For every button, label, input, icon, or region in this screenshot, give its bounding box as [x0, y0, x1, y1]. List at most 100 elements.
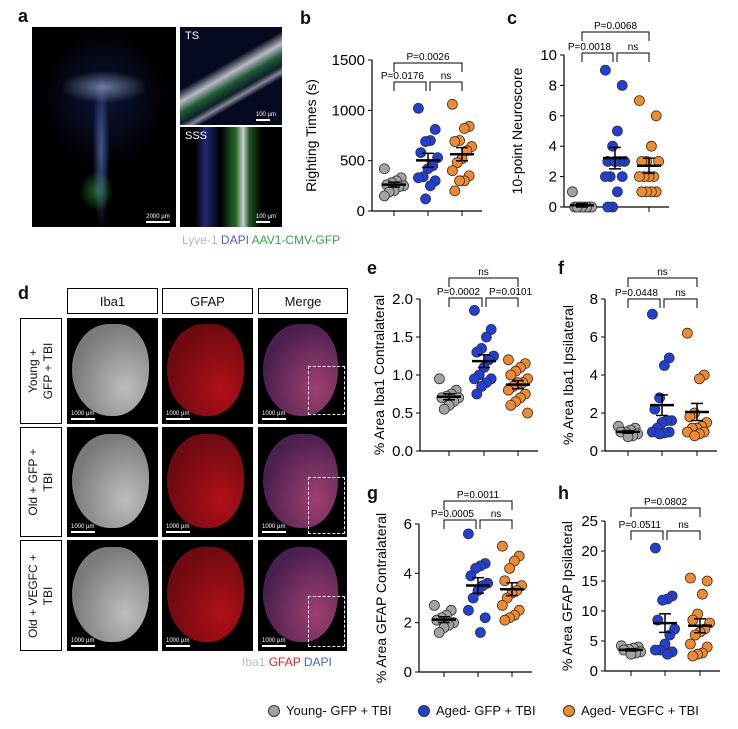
significance-bracket	[627, 298, 661, 308]
row-label-old-gfp: Old + GFP + TBI	[20, 427, 62, 537]
significance-label: P=0.0026	[406, 52, 450, 63]
significance-bracket	[485, 297, 519, 307]
y-tick-label: 8	[590, 291, 598, 308]
significance-bracket	[443, 519, 477, 529]
y-tick-label: 5	[590, 633, 598, 650]
data-point	[458, 123, 470, 134]
significance-bracket	[479, 519, 513, 529]
y-tick-label: 0	[549, 199, 557, 216]
y-tick-label: 4	[590, 367, 598, 384]
region-of-interest-box	[307, 365, 346, 416]
significance-label: P=0.0101	[489, 287, 533, 298]
panel-label-e: e	[367, 258, 378, 278]
scalebar: 1000 µm	[262, 638, 286, 647]
data-point	[471, 346, 483, 358]
meninges-whole-mount-image: 2000 µm	[32, 27, 176, 227]
significance-bracket	[663, 298, 698, 308]
data-point	[616, 171, 628, 183]
data-point	[433, 627, 445, 638]
data-point	[465, 570, 477, 582]
brain-section-iba1-row-3: 1000 µm	[67, 540, 158, 651]
column-header-iba1: Iba1	[67, 288, 158, 314]
scalebar: 1000 µm	[166, 638, 190, 647]
data-point	[505, 369, 517, 381]
data-point	[468, 304, 480, 316]
data-point	[499, 575, 511, 587]
data-point	[428, 600, 440, 611]
data-point	[502, 354, 514, 366]
ts-inset-image: TS 100 µm	[180, 27, 282, 125]
brain-section-merge-row-2: 1000 µm	[258, 427, 347, 537]
y-axis-label: % Area GFAP Ipsilateral	[559, 521, 575, 671]
data-point	[446, 98, 458, 110]
data-point	[647, 308, 658, 320]
data-point	[467, 592, 479, 604]
y-tick-label: 0.5	[392, 405, 413, 422]
data-point	[502, 384, 514, 396]
data-point	[420, 136, 432, 147]
scalebar: 1000 µm	[166, 411, 190, 420]
data-point	[634, 95, 645, 106]
significance-bracket	[393, 62, 463, 72]
inset-label-ts: TS	[185, 30, 200, 42]
scalebar: 1000 µm	[166, 524, 190, 533]
column-header-gfap: GFAP	[162, 288, 253, 314]
significance-label: ns	[675, 288, 686, 299]
significance-label: P=0.0176	[381, 71, 425, 82]
scalebar: 1000 µm	[71, 524, 95, 533]
brain-tissue	[263, 433, 339, 529]
data-point	[378, 190, 390, 202]
data-point	[433, 373, 445, 385]
data-point	[659, 360, 670, 371]
legend-swatch	[268, 704, 280, 717]
scalebar: 2000 µm	[146, 214, 170, 223]
data-point	[412, 172, 424, 184]
data-point	[479, 612, 491, 624]
y-tick-label: 0	[590, 663, 598, 680]
data-point	[682, 327, 693, 339]
panel-a-stain-caption: Lyve-1 DAPI AAV1-CMV-GFP	[182, 233, 341, 247]
data-point	[480, 331, 492, 343]
data-point	[616, 80, 628, 91]
data-point	[602, 201, 614, 213]
y-tick-label: 6	[590, 329, 598, 346]
significance-bracket	[429, 81, 463, 91]
y-tick-label: 2	[404, 615, 412, 632]
brain-tissue	[72, 324, 149, 416]
data-point	[412, 102, 424, 114]
data-point	[476, 380, 488, 392]
significance-label: P=0.0448	[615, 288, 659, 299]
legend-swatch	[418, 704, 430, 717]
brain-tissue	[263, 546, 339, 643]
significance-bracket	[448, 297, 483, 307]
y-tick-label: 15	[581, 573, 598, 590]
significance-label: ns	[628, 42, 639, 53]
region-of-interest-box	[307, 476, 346, 534]
significance-label: ns	[491, 509, 502, 520]
brain-tissue	[167, 546, 244, 643]
row-label-young-gfp: Young + GFP + TBI	[20, 318, 62, 424]
y-tick-label: 0	[357, 203, 365, 220]
chart-c: 0 2 4 6 8 10 10-point Neuroscore P=0.0018 ns P=0.…	[509, 21, 669, 216]
data-point	[689, 430, 700, 442]
inset-label-sss: SSS	[185, 130, 208, 142]
chart-b: 0 500 1000 1500 Righting Times (s) P=0.0176 ns…	[303, 52, 482, 220]
data-point	[424, 180, 436, 192]
data-point	[378, 163, 390, 175]
row-label-old-vegfc: Old + VEGFC + TBI	[20, 540, 62, 651]
data-point	[663, 352, 675, 364]
data-point	[650, 542, 661, 554]
data-point	[607, 140, 618, 152]
significance-bracket	[393, 81, 427, 91]
data-point	[694, 373, 705, 385]
panel-label-h: h	[558, 483, 569, 503]
data-point	[600, 171, 611, 183]
y-tick-label: 8	[549, 77, 557, 94]
region-of-interest-box	[307, 595, 346, 648]
y-tick-label: 0	[404, 664, 412, 681]
data-point	[612, 125, 623, 137]
scalebar: 100 µm	[255, 112, 276, 121]
panel-label-b: b	[300, 8, 311, 28]
y-tick-label: 1.5	[392, 329, 413, 346]
